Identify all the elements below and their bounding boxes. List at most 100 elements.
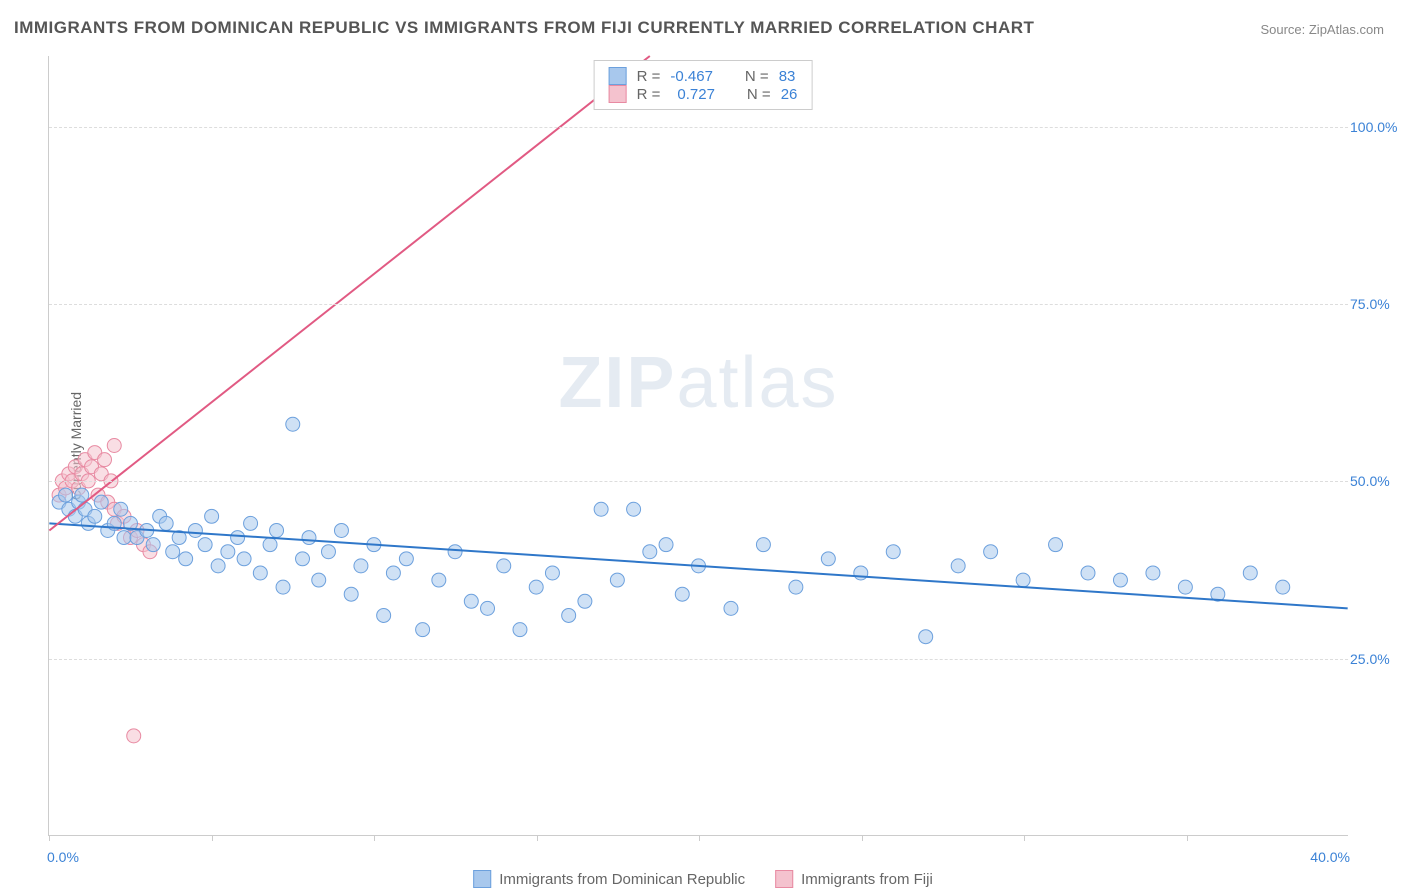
- data-point: [188, 523, 202, 537]
- x-tick-mark: [374, 835, 375, 841]
- data-point: [610, 573, 624, 587]
- chart-svg: [49, 56, 1348, 835]
- y-tick-label: 25.0%: [1350, 651, 1400, 667]
- data-point: [675, 587, 689, 601]
- data-point: [166, 545, 180, 559]
- data-point: [724, 601, 738, 615]
- gridline: [49, 481, 1348, 482]
- data-point: [302, 531, 316, 545]
- data-point: [399, 552, 413, 566]
- data-point: [1276, 580, 1290, 594]
- legend-label-dominican: Immigrants from Dominican Republic: [499, 871, 745, 888]
- legend-stats-row-1: R = -0.467 N = 83: [609, 67, 798, 85]
- data-point: [94, 495, 108, 509]
- data-point: [416, 623, 430, 637]
- x-tick-mark: [49, 835, 50, 841]
- data-point: [562, 608, 576, 622]
- swatch-blue: [609, 67, 627, 85]
- data-point: [919, 630, 933, 644]
- gridline: [49, 304, 1348, 305]
- data-point: [1016, 573, 1030, 587]
- data-point: [627, 502, 641, 516]
- legend-series: Immigrants from Dominican Republic Immig…: [473, 870, 933, 888]
- data-point: [114, 502, 128, 516]
- data-point: [159, 516, 173, 530]
- source-label: Source: ZipAtlas.com: [1260, 22, 1384, 37]
- swatch-pink-bottom: [775, 870, 793, 888]
- legend-label-fiji: Immigrants from Fiji: [801, 871, 933, 888]
- data-point: [211, 559, 225, 573]
- data-point: [1081, 566, 1095, 580]
- data-point: [127, 729, 141, 743]
- data-point: [205, 509, 219, 523]
- data-point: [237, 552, 251, 566]
- data-point: [448, 545, 462, 559]
- data-point: [312, 573, 326, 587]
- data-point: [296, 552, 310, 566]
- chart-title: IMMIGRANTS FROM DOMINICAN REPUBLIC VS IM…: [14, 18, 1034, 38]
- data-point: [334, 523, 348, 537]
- swatch-blue-bottom: [473, 870, 491, 888]
- data-point: [263, 538, 277, 552]
- data-point: [1049, 538, 1063, 552]
- data-point: [179, 552, 193, 566]
- data-point: [1178, 580, 1192, 594]
- gridline: [49, 659, 1348, 660]
- data-point: [481, 601, 495, 615]
- data-point: [821, 552, 835, 566]
- plot-area: ZIPatlas 25.0%50.0%75.0%100.0%0.0%40.0%: [48, 56, 1348, 836]
- legend-item-dominican: Immigrants from Dominican Republic: [473, 870, 745, 888]
- x-tick-mark: [212, 835, 213, 841]
- data-point: [529, 580, 543, 594]
- data-point: [756, 538, 770, 552]
- legend-item-fiji: Immigrants from Fiji: [775, 870, 933, 888]
- data-point: [253, 566, 267, 580]
- data-point: [98, 453, 112, 467]
- data-point: [432, 573, 446, 587]
- y-tick-label: 50.0%: [1350, 473, 1400, 489]
- data-point: [951, 559, 965, 573]
- data-point: [244, 516, 258, 530]
- data-point: [107, 439, 121, 453]
- data-point: [344, 587, 358, 601]
- y-tick-label: 100.0%: [1350, 119, 1400, 135]
- x-start-label: 0.0%: [47, 849, 79, 865]
- data-point: [386, 566, 400, 580]
- x-tick-mark: [862, 835, 863, 841]
- x-tick-mark: [1187, 835, 1188, 841]
- data-point: [270, 523, 284, 537]
- data-point: [513, 623, 527, 637]
- data-point: [886, 545, 900, 559]
- data-point: [59, 488, 73, 502]
- data-point: [643, 545, 657, 559]
- x-tick-mark: [1024, 835, 1025, 841]
- swatch-pink: [609, 85, 627, 103]
- data-point: [594, 502, 608, 516]
- data-point: [789, 580, 803, 594]
- data-point: [117, 531, 131, 545]
- data-point: [545, 566, 559, 580]
- data-point: [88, 509, 102, 523]
- data-point: [578, 594, 592, 608]
- legend-stats: R = -0.467 N = 83 R = 0.727 N = 26: [594, 60, 813, 110]
- data-point: [1113, 573, 1127, 587]
- data-point: [198, 538, 212, 552]
- data-point: [1243, 566, 1257, 580]
- legend-stats-row-2: R = 0.727 N = 26: [609, 85, 798, 103]
- x-tick-mark: [699, 835, 700, 841]
- data-point: [659, 538, 673, 552]
- data-point: [984, 545, 998, 559]
- x-tick-mark: [537, 835, 538, 841]
- x-end-label: 40.0%: [1310, 849, 1350, 865]
- data-point: [231, 531, 245, 545]
- data-point: [377, 608, 391, 622]
- y-tick-label: 75.0%: [1350, 296, 1400, 312]
- data-point: [276, 580, 290, 594]
- data-point: [497, 559, 511, 573]
- data-point: [221, 545, 235, 559]
- gridline: [49, 127, 1348, 128]
- data-point: [354, 559, 368, 573]
- data-point: [286, 417, 300, 431]
- data-point: [1146, 566, 1160, 580]
- data-point: [146, 538, 160, 552]
